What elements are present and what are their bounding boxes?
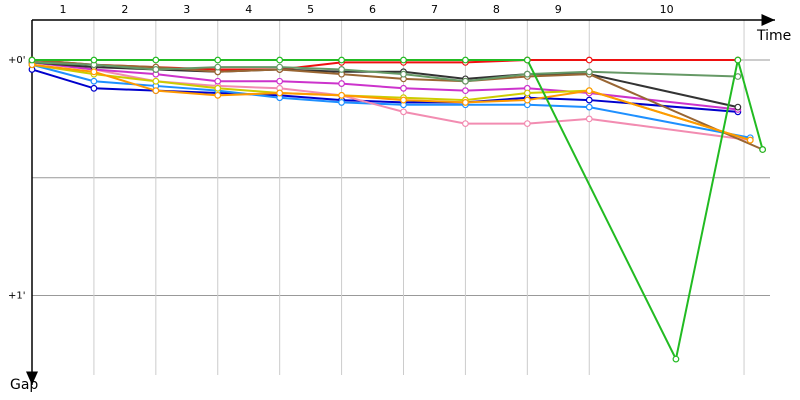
point [276, 56, 284, 64]
lap-label: 6 [369, 3, 376, 16]
point [214, 77, 222, 85]
point [214, 91, 222, 99]
point [462, 56, 469, 64]
lap-label: 9 [555, 3, 562, 16]
point [28, 56, 36, 64]
point [585, 96, 593, 104]
lap-label: 5 [307, 3, 314, 16]
point [672, 355, 680, 363]
point [90, 84, 98, 92]
point [523, 70, 531, 78]
point [276, 89, 284, 97]
point [759, 146, 767, 153]
point [214, 84, 222, 92]
point [734, 56, 742, 64]
point [400, 96, 407, 104]
y-axis-label: Gap [10, 377, 38, 393]
point [585, 68, 593, 76]
lap-label: 10 [660, 3, 674, 16]
y-tick-label: +0' [8, 55, 26, 66]
point [152, 56, 160, 64]
point [400, 84, 407, 92]
point [523, 96, 531, 104]
point [152, 87, 160, 95]
lap-label: 2 [121, 3, 128, 16]
point [90, 68, 98, 76]
series-line [31, 68, 738, 113]
point [152, 66, 160, 73]
series-line [32, 59, 764, 363]
point [462, 120, 469, 128]
point [523, 120, 531, 128]
point [152, 77, 160, 85]
lap-label: 8 [493, 3, 500, 16]
point [734, 73, 742, 80]
lap-label: 7 [431, 3, 438, 16]
lap-label: 3 [183, 3, 190, 16]
point [338, 56, 345, 64]
point [214, 63, 222, 71]
point [400, 70, 407, 78]
point [523, 89, 531, 97]
point [523, 56, 531, 64]
point [338, 66, 345, 73]
point [276, 77, 284, 85]
point [734, 103, 742, 111]
point [338, 99, 345, 106]
point [585, 115, 593, 123]
point [585, 56, 593, 64]
point [585, 103, 593, 111]
point [90, 56, 98, 64]
point [746, 136, 754, 144]
point [462, 87, 469, 95]
point [585, 87, 593, 95]
point [214, 56, 222, 64]
y-tick-label: +1' [8, 291, 26, 302]
point [338, 80, 345, 87]
point [90, 77, 98, 85]
lap-label: 4 [245, 3, 252, 16]
lap-label: 1 [59, 3, 66, 16]
x-axis-label: Time [756, 28, 791, 44]
point [462, 77, 469, 85]
point [400, 56, 407, 64]
point [276, 63, 284, 71]
point [338, 91, 345, 99]
point [400, 108, 407, 116]
point [462, 99, 469, 106]
